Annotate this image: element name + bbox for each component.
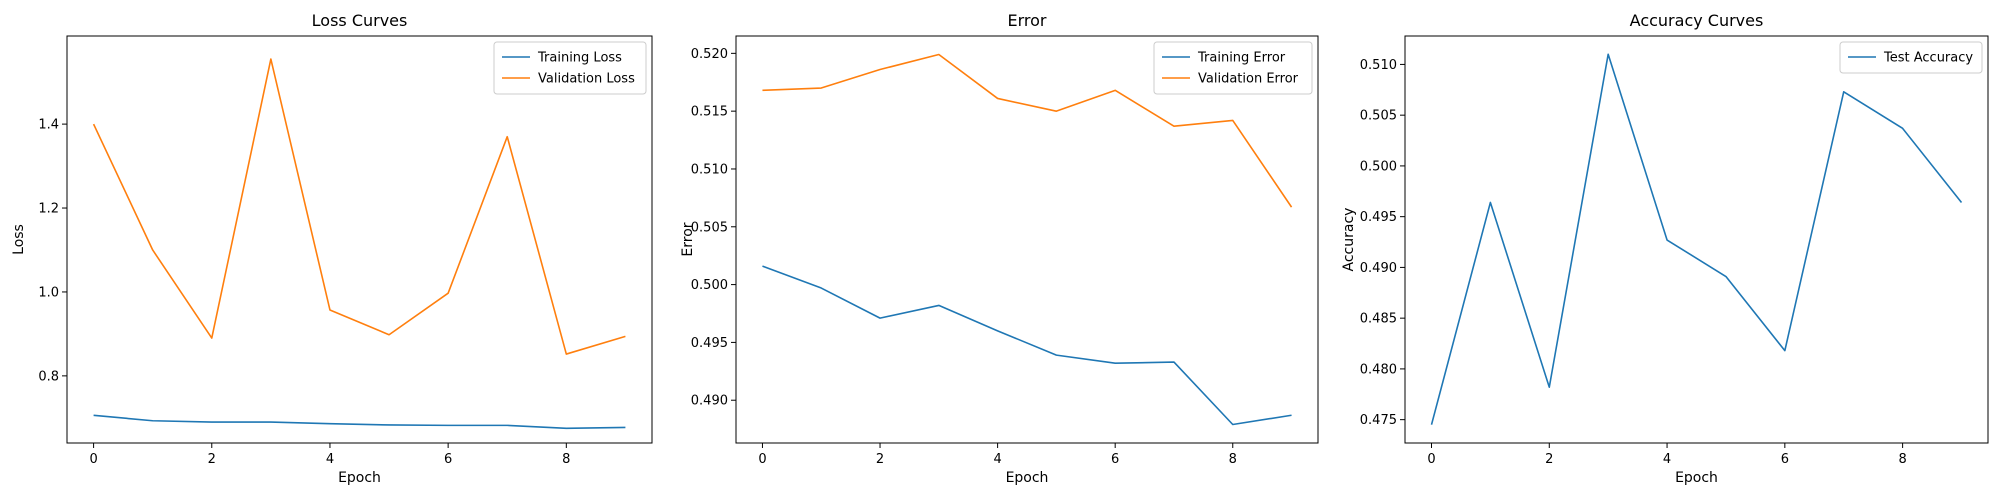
legend-box [1839, 41, 1983, 74]
series-line-1 [1430, 53, 1963, 425]
y-tick-label: 0.505 [691, 220, 728, 235]
legend-label: Training Loss [537, 51, 622, 66]
y-tick-label: 0.505 [1360, 109, 1397, 124]
y-tick-label: 0.495 [691, 336, 728, 351]
y-tick-label: 0.480 [1360, 362, 1397, 377]
axes-frame [1404, 35, 1989, 444]
y-tick-label: 0.515 [691, 105, 728, 120]
x-axis-label: Epoch [1675, 470, 1718, 486]
x-tick-label: 4 [1663, 452, 1671, 467]
y-tick-label: 0.490 [691, 394, 728, 409]
y-axis-label: Error [680, 222, 696, 256]
x-tick-label: 4 [993, 452, 1001, 467]
legend: Training Error Validation Error [1153, 41, 1313, 95]
x-tick-label: 0 [89, 452, 97, 467]
y-axis-label: Accuracy [1341, 208, 1357, 272]
y-tick-label: 0.8 [38, 369, 59, 384]
legend: Test Accuracy [1839, 41, 1983, 74]
series-line-2 [92, 58, 626, 355]
axes-frame [66, 35, 653, 444]
chart-panel-2: Error 0 2 4 6 8 0.490 0.495 0.500 0.505 0.510 0.515… [680, 11, 1319, 486]
x-axis-label: Epoch [1006, 470, 1049, 486]
chart-title: Accuracy Curves [1630, 11, 1764, 30]
y-tick-label: 0.495 [1360, 210, 1397, 225]
y-tick-label: 1.2 [38, 202, 59, 217]
chart-title: Loss Curves [312, 11, 408, 30]
chart-panel-1: Loss Curves 0 2 4 6 8 0.8 1.0 1.2 1.4 Epoch Loss Tra… [11, 11, 653, 486]
legend-box [1153, 41, 1313, 95]
x-tick-label: 0 [758, 452, 766, 467]
x-tick-label: 2 [1545, 452, 1553, 467]
legend-label: Training Error [1197, 51, 1286, 66]
y-tick-label: 0.485 [1360, 312, 1397, 327]
y-axis-label: Loss [11, 224, 27, 255]
x-tick-label: 2 [208, 452, 216, 467]
y-tick-label: 0.500 [1360, 159, 1397, 174]
series-line-1 [762, 265, 1292, 426]
legend: Training Loss Validation Loss [493, 41, 647, 95]
legend-box [493, 41, 647, 95]
chart-panel-3: Accuracy Curves 0 2 4 6 8 0.475 0.480 0.485 0.490… [1341, 11, 1989, 486]
x-tick-label: 4 [326, 452, 334, 467]
series-line-1 [93, 414, 626, 430]
y-tick-label: 0.490 [1360, 261, 1397, 276]
x-tick-label: 6 [444, 452, 452, 467]
y-tick-label: 1.4 [38, 118, 59, 133]
x-tick-label: 8 [1898, 452, 1906, 467]
y-tick-label: 0.500 [691, 278, 728, 293]
legend-label: Test Accuracy [1883, 51, 1973, 66]
legend-label: Validation Error [1198, 72, 1299, 87]
x-tick-label: 6 [1781, 452, 1789, 467]
x-tick-label: 8 [562, 452, 570, 467]
x-tick-label: 6 [1111, 452, 1119, 467]
y-tick-label: 0.520 [691, 47, 728, 62]
legend-label: Validation Loss [538, 72, 635, 87]
y-tick-label: 0.475 [1360, 413, 1397, 428]
x-axis-label: Epoch [338, 470, 381, 486]
x-tick-label: 2 [876, 452, 884, 467]
y-tick-label: 1.0 [38, 285, 59, 300]
x-tick-label: 8 [1229, 452, 1237, 467]
y-tick-label: 0.510 [691, 162, 728, 177]
series-line-2 [762, 53, 1293, 208]
y-tick-label: 0.510 [1360, 58, 1397, 73]
x-tick-label: 0 [1427, 452, 1435, 467]
chart-title: Error [1008, 11, 1047, 30]
axes-frame [735, 35, 1319, 444]
